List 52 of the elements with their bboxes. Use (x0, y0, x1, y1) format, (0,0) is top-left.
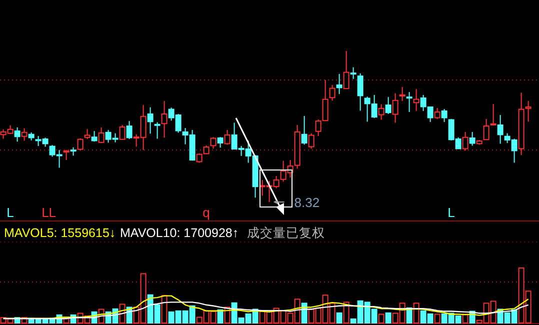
candlestick (161, 100, 168, 138)
text: q (202, 205, 210, 220)
candlestick (343, 50, 350, 90)
candlestick (497, 114, 504, 144)
candlestick (77, 138, 84, 152)
candlestick (434, 107, 440, 120)
candlestick (154, 122, 160, 140)
annotation: 8.32 (294, 195, 320, 210)
candlestick (301, 115, 308, 146)
text: MAVOL10: 1700928↑ (120, 226, 239, 240)
candlestick (385, 96, 392, 114)
candlestick (483, 118, 490, 140)
candlestick (469, 131, 476, 146)
candlestick (14, 126, 20, 142)
candlestick (21, 128, 28, 142)
candlestick (119, 124, 126, 140)
candlestick (413, 88, 420, 112)
candlestick (490, 104, 496, 126)
candlestick (357, 72, 364, 112)
candlestick (462, 131, 468, 152)
candlestick (378, 104, 384, 120)
candlestick (329, 84, 336, 102)
candlestick (217, 136, 224, 148)
candlestick (147, 106, 154, 134)
bar (378, 314, 384, 324)
text: L (6, 205, 14, 220)
candlestick (91, 130, 98, 142)
candlestick (406, 92, 412, 113)
candlestick (98, 126, 104, 144)
candlestick (350, 66, 356, 80)
text: LL (42, 205, 56, 220)
candlestick (84, 128, 90, 140)
candlestick (126, 120, 132, 140)
bar (336, 312, 342, 324)
candlestick (392, 92, 398, 124)
bar (385, 312, 392, 324)
candlestick (525, 100, 532, 122)
candlestick (308, 132, 314, 150)
chart-title: 成交量已复权 (247, 225, 325, 240)
candlestick (336, 73, 342, 95)
candlestick (196, 152, 202, 164)
candlestick (224, 129, 230, 146)
bar (217, 309, 224, 324)
candlestick (441, 108, 448, 122)
candlestick (399, 86, 406, 102)
candlestick (63, 150, 70, 161)
bar (161, 295, 168, 324)
text: L (448, 205, 455, 220)
bar (434, 314, 440, 324)
bar (413, 302, 420, 324)
text: MAVOL5: 1559615↓ (4, 226, 116, 240)
candlestick (210, 136, 216, 150)
